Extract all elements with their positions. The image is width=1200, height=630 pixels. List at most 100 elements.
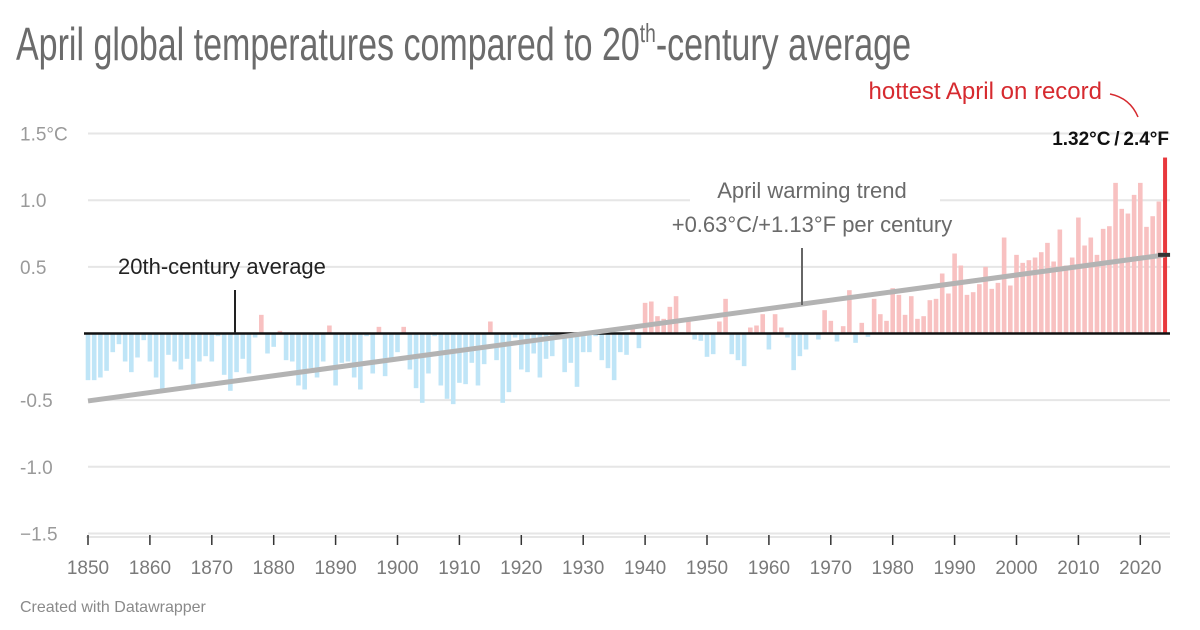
bar-2002 [1026, 260, 1032, 334]
trend-label-bg [636, 208, 986, 238]
bar-2014 [1100, 228, 1106, 334]
x-tick-label: 1990 [933, 558, 975, 579]
bars [85, 157, 1168, 405]
baseline-annotation: 20th-century average [118, 254, 326, 279]
bar-1960 [766, 333, 772, 350]
bar-1862 [159, 333, 165, 390]
bar-1996 [989, 288, 995, 334]
bar-1927 [562, 333, 567, 373]
bar-1939 [636, 333, 642, 349]
bar-1933 [599, 333, 605, 361]
bar-1863 [166, 333, 171, 355]
bar-1990 [952, 253, 957, 334]
bar-1887 [314, 333, 320, 378]
bar-1948 [692, 333, 697, 340]
bar-1903 [413, 333, 419, 389]
bar-1957 [748, 327, 753, 334]
bar-1998 [1001, 237, 1007, 334]
bar-1881 [277, 330, 283, 334]
x-tick-label: 1870 [191, 558, 233, 579]
bar-1984 [915, 318, 920, 334]
bar-1955 [735, 333, 741, 361]
bar-1898 [382, 333, 388, 377]
y-tick-label: 0.5 [20, 258, 46, 279]
trend-annotation-line2: +0.63°C/+1.13°F per century [672, 212, 953, 237]
bar-1884 [296, 333, 301, 386]
bar-1932 [593, 333, 598, 337]
bar-2022 [1150, 216, 1155, 334]
trend-line [87, 252, 1166, 404]
bar-1866 [184, 333, 190, 359]
bar-1958 [754, 325, 759, 334]
x-tick-label: 1970 [810, 558, 852, 579]
trend-label-bg [690, 176, 940, 204]
bar-1900 [395, 333, 400, 353]
bar-1911 [463, 333, 468, 385]
bar-1974 [853, 333, 858, 343]
bar-1859 [141, 333, 147, 341]
bar-1850 [85, 333, 91, 381]
footer-credit: Created with Datawrapper [20, 599, 207, 616]
bar-2023 [1156, 201, 1162, 334]
chart-title: April global temperatures compared to 20… [16, 18, 911, 70]
bar-1962 [778, 327, 784, 334]
x-axis: 1850 1860 1870 1880 1890 1900 1910 1920 1930 1940… [67, 535, 1170, 579]
bar-1963 [785, 333, 790, 338]
bar-1860 [147, 333, 153, 362]
bar-1989 [946, 293, 951, 334]
bar-1985 [921, 316, 926, 334]
bar-2005 [1045, 242, 1050, 334]
x-tick-label: 1960 [748, 558, 790, 579]
bar-1923 [537, 333, 543, 378]
bar-1940 [642, 302, 648, 334]
bar-1861 [153, 333, 159, 378]
bar-2016 [1113, 182, 1118, 334]
bar-1896 [370, 333, 376, 374]
x-tick-label: 1980 [872, 558, 914, 579]
record-value-label: 1.32°C / 2.4°F [1052, 129, 1169, 150]
bar-1979 [884, 320, 889, 334]
bar-1951 [710, 333, 716, 355]
bar-1934 [605, 333, 611, 369]
y-tick-label: −1.5 [20, 524, 58, 545]
bar-1872 [221, 333, 227, 375]
bar-1921 [525, 333, 530, 373]
bar-1949 [698, 333, 704, 341]
bar-1909 [450, 333, 456, 405]
bar-1956 [741, 333, 747, 367]
bar-1954 [729, 333, 735, 355]
bar-2024 [1163, 157, 1168, 334]
bar-1943 [661, 318, 666, 334]
bar-2001 [1020, 262, 1025, 334]
bar-1917 [500, 333, 506, 403]
bar-1919 [512, 333, 518, 338]
bar-2018 [1125, 213, 1131, 334]
bar-2003 [1032, 257, 1038, 334]
bar-1897 [376, 326, 382, 334]
x-tick-label: 1950 [686, 558, 728, 579]
bar-1856 [122, 333, 128, 362]
bar-2004 [1038, 252, 1044, 334]
bar-2008 [1063, 265, 1069, 334]
x-tick-label: 1920 [500, 558, 542, 579]
bar-1930 [580, 333, 586, 353]
bar-1879 [265, 333, 270, 354]
bar-2021 [1144, 226, 1149, 334]
bar-2007 [1057, 229, 1063, 334]
bar-1941 [648, 301, 654, 334]
bar-1918 [506, 333, 512, 393]
bar-1994 [977, 284, 982, 334]
bar-1868 [197, 333, 202, 362]
bar-1993 [970, 292, 976, 334]
bar-1902 [407, 333, 413, 370]
bar-1922 [531, 333, 536, 354]
x-tick-label: 1940 [624, 558, 666, 579]
bar-1991 [958, 265, 964, 334]
x-tick-label: 1900 [376, 558, 418, 579]
bar-1888 [320, 333, 326, 362]
x-tick-label: 1880 [253, 558, 295, 579]
y-axis: 1.5°C 1.0 0.5 -0.5 -1.0 −1.5 [20, 125, 68, 546]
bar-1928 [568, 333, 574, 363]
bar-1968 [816, 333, 821, 340]
bar-1864 [172, 333, 177, 362]
